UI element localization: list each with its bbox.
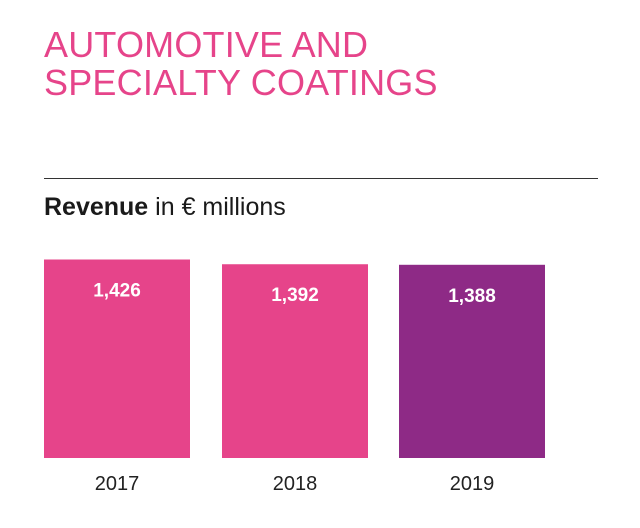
category-label-2018: 2018: [273, 473, 318, 495]
chart-heading-unit: in € millions: [155, 193, 286, 221]
category-label-2019: 2019: [450, 473, 495, 495]
section-divider: [44, 178, 598, 179]
bar-value-label-2018: 1,392: [271, 285, 319, 306]
chart-heading-bold: Revenue: [44, 193, 149, 221]
title-line-1: AUTOMOTIVE AND: [44, 24, 369, 65]
bar-2017: [44, 259, 190, 458]
bar-value-label-2017: 1,426: [93, 281, 141, 302]
bar-2018: [222, 264, 368, 458]
bar-value-label-2019: 1,388: [448, 286, 496, 307]
chart-heading: Revenue in € millions: [44, 193, 286, 222]
page-title: AUTOMOTIVE AND SPECIALTY COATINGS: [44, 26, 438, 102]
bar-2019: [399, 264, 545, 458]
category-label-2017: 2017: [95, 473, 140, 495]
title-line-2: SPECIALTY COATINGS: [44, 62, 438, 103]
